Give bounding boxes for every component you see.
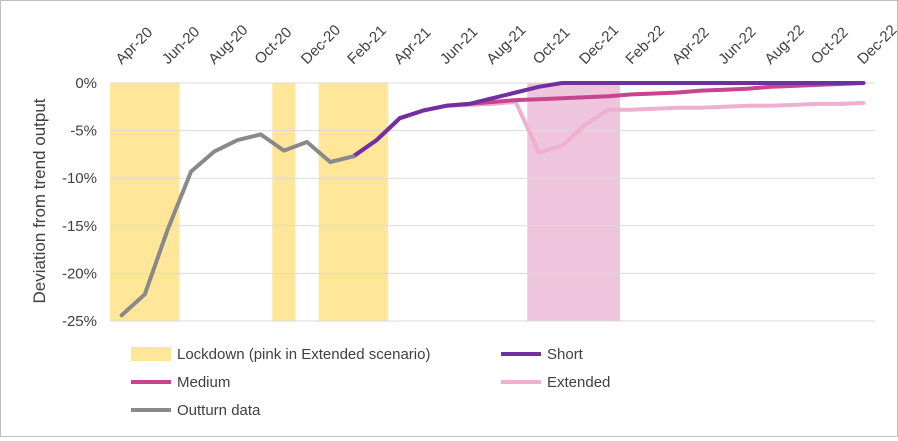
legend-label-lockdown: Lockdown (pink in Extended scenario): [177, 346, 430, 363]
x-tick-label: Aug-21: [483, 22, 529, 68]
x-tick-label: Jun-20: [159, 23, 203, 67]
lockdown-shading-group: [110, 83, 620, 321]
legend-label-medium: Medium: [177, 374, 230, 391]
y-tick-label: -10%: [62, 170, 97, 187]
x-tick-label: Apr-22: [669, 24, 713, 68]
x-tick-labels-group: Apr-20 Jun-20 Aug-20 Oct-20 Dec-20 Feb-21 Apr-…: [112, 22, 898, 68]
legend-label-outturn: Outturn data: [177, 402, 261, 419]
x-tick-label: Aug-20: [205, 22, 251, 68]
y-tick-label: -25%: [62, 313, 97, 330]
series-line-short: [351, 81, 866, 159]
x-tick-label: Apr-21: [391, 24, 435, 68]
lockdown-band-0: [110, 83, 180, 321]
gridlines-group: [110, 82, 875, 322]
lockdown-band-1: [272, 83, 296, 321]
y-tick-label: 0%: [75, 75, 97, 92]
x-tick-label: Feb-22: [622, 22, 668, 68]
x-tick-label: Oct-22: [808, 24, 852, 68]
x-tick-label: Oct-20: [251, 24, 295, 68]
y-tick-labels-group: 0% -5% -10% -15% -20% -25%: [62, 75, 97, 330]
x-tick-label: Dec-22: [854, 22, 897, 68]
x-tick-label: Apr-20: [112, 24, 156, 68]
legend-swatch-lockdown: [131, 347, 171, 361]
y-tick-label: -20%: [62, 265, 97, 282]
x-tick-label: Dec-21: [576, 22, 622, 68]
x-tick-label: Oct-21: [530, 24, 574, 68]
x-tick-label: Feb-21: [344, 22, 390, 68]
y-tick-label: -15%: [62, 218, 97, 235]
legend-label-short: Short: [547, 346, 584, 363]
series-lines-group: [119, 81, 866, 318]
legend-group: Lockdown (pink in Extended scenario) Shor…: [131, 346, 610, 419]
y-tick-label: -5%: [70, 123, 97, 140]
x-tick-label: Aug-22: [761, 22, 807, 68]
series-line-outturn-data: [119, 132, 356, 318]
y-axis-label: Deviation from trend output: [30, 98, 49, 303]
x-tick-label: Dec-20: [298, 22, 344, 68]
lockdown-band-3: [527, 83, 620, 321]
x-tick-label: Jun-21: [437, 23, 481, 67]
x-tick-label: Jun-22: [715, 23, 759, 67]
legend-label-extended: Extended: [547, 374, 610, 391]
lockdown-band-2: [318, 83, 389, 321]
